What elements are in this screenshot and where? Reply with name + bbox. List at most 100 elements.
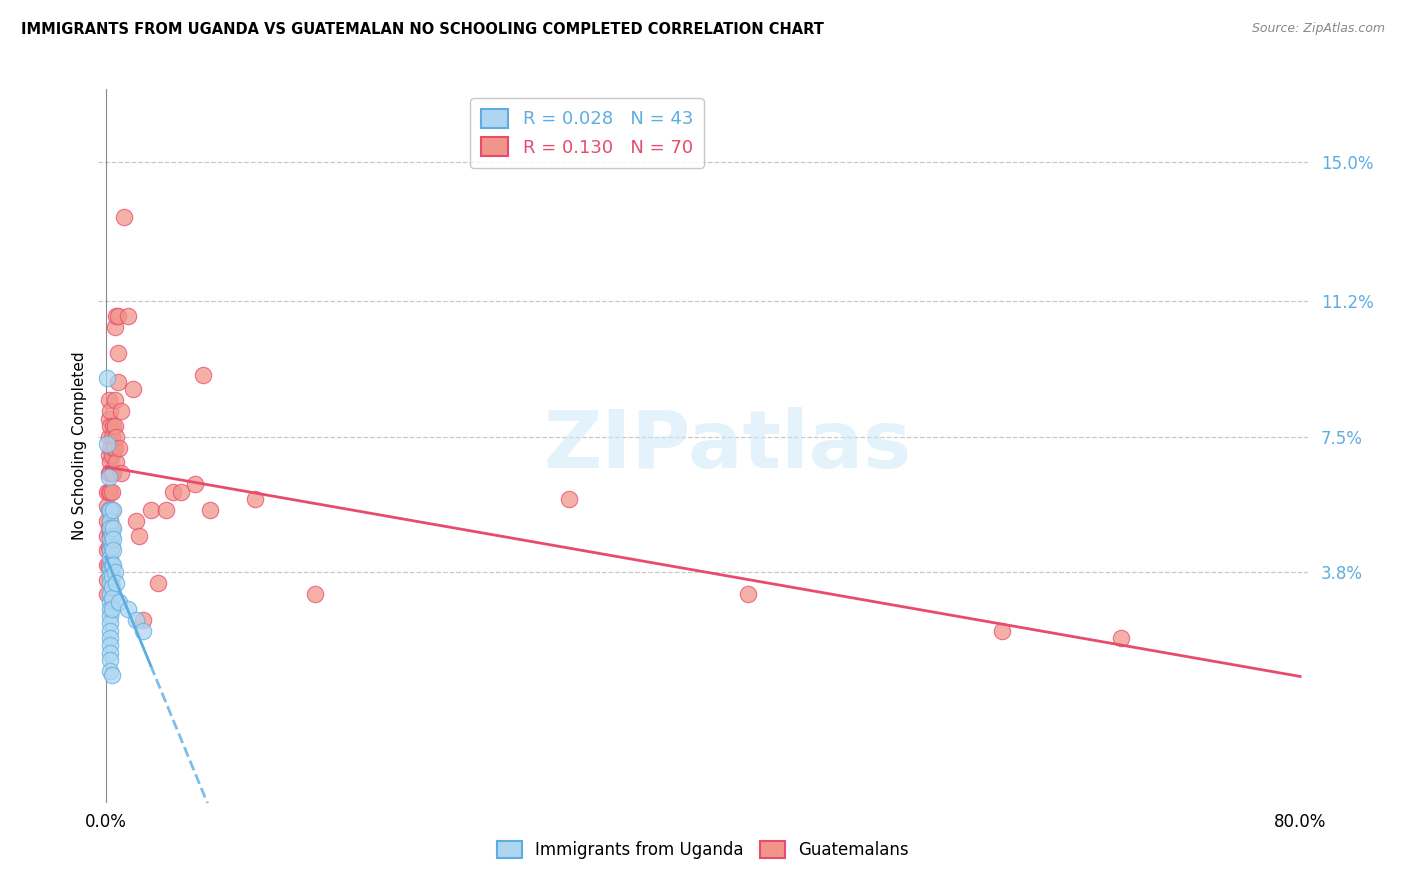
Point bbox=[132, 624, 155, 638]
Point bbox=[304, 587, 326, 601]
Point bbox=[103, 418, 125, 433]
Point bbox=[990, 624, 1012, 638]
Point bbox=[101, 591, 124, 605]
Point bbox=[97, 467, 120, 481]
Point bbox=[98, 576, 121, 591]
Point bbox=[96, 587, 118, 601]
Point bbox=[107, 375, 129, 389]
Point bbox=[96, 437, 118, 451]
Point bbox=[101, 667, 124, 681]
Point bbox=[98, 664, 121, 678]
Point bbox=[97, 470, 120, 484]
Point bbox=[104, 441, 127, 455]
Point bbox=[98, 441, 121, 455]
Point bbox=[98, 418, 121, 433]
Point bbox=[557, 491, 579, 506]
Point bbox=[98, 484, 121, 499]
Point bbox=[98, 503, 121, 517]
Point bbox=[128, 529, 150, 543]
Point bbox=[1109, 631, 1132, 645]
Point bbox=[97, 503, 120, 517]
Point bbox=[104, 320, 127, 334]
Point bbox=[101, 430, 124, 444]
Point bbox=[104, 393, 127, 408]
Point bbox=[125, 613, 148, 627]
Point bbox=[101, 529, 124, 543]
Point bbox=[98, 543, 121, 558]
Point bbox=[97, 393, 120, 408]
Point bbox=[101, 503, 124, 517]
Point bbox=[98, 533, 121, 547]
Point bbox=[101, 569, 124, 583]
Point bbox=[96, 371, 118, 385]
Point bbox=[105, 430, 128, 444]
Point bbox=[98, 455, 121, 469]
Point bbox=[98, 594, 121, 608]
Point bbox=[103, 467, 125, 481]
Point bbox=[97, 448, 120, 462]
Point bbox=[110, 404, 132, 418]
Point bbox=[96, 543, 118, 558]
Point bbox=[98, 624, 121, 638]
Point bbox=[96, 573, 118, 587]
Point bbox=[737, 587, 759, 601]
Text: IMMIGRANTS FROM UGANDA VS GUATEMALAN NO SCHOOLING COMPLETED CORRELATION CHART: IMMIGRANTS FROM UGANDA VS GUATEMALAN NO … bbox=[21, 22, 824, 37]
Point bbox=[112, 211, 135, 225]
Point bbox=[103, 543, 125, 558]
Point bbox=[200, 503, 222, 517]
Point bbox=[98, 521, 121, 535]
Point bbox=[101, 484, 124, 499]
Point bbox=[105, 576, 128, 591]
Point bbox=[98, 543, 121, 558]
Point bbox=[104, 566, 127, 580]
Point bbox=[98, 561, 121, 575]
Point bbox=[101, 580, 124, 594]
Point bbox=[103, 441, 125, 455]
Point bbox=[104, 418, 127, 433]
Point bbox=[110, 467, 132, 481]
Point bbox=[132, 613, 155, 627]
Legend: Immigrants from Uganda, Guatemalans: Immigrants from Uganda, Guatemalans bbox=[491, 834, 915, 866]
Text: ZIPatlas: ZIPatlas bbox=[543, 407, 911, 485]
Point bbox=[98, 550, 121, 565]
Point bbox=[162, 484, 184, 499]
Point bbox=[98, 639, 121, 653]
Point bbox=[98, 467, 121, 481]
Point bbox=[98, 529, 121, 543]
Point bbox=[98, 609, 121, 624]
Point bbox=[96, 514, 118, 528]
Point bbox=[108, 594, 131, 608]
Point bbox=[101, 448, 124, 462]
Point bbox=[97, 484, 120, 499]
Point bbox=[96, 529, 118, 543]
Point bbox=[139, 503, 162, 517]
Point bbox=[107, 345, 129, 359]
Point bbox=[98, 602, 121, 616]
Point bbox=[108, 441, 131, 455]
Point bbox=[98, 646, 121, 660]
Point bbox=[125, 514, 148, 528]
Point bbox=[103, 533, 125, 547]
Point bbox=[98, 569, 121, 583]
Point bbox=[98, 514, 121, 528]
Point bbox=[103, 558, 125, 572]
Point bbox=[105, 309, 128, 323]
Point bbox=[96, 484, 118, 499]
Point bbox=[107, 309, 129, 323]
Point bbox=[101, 540, 124, 554]
Point bbox=[98, 503, 121, 517]
Point bbox=[105, 455, 128, 469]
Point bbox=[98, 404, 121, 418]
Point bbox=[191, 368, 214, 382]
Point bbox=[97, 503, 120, 517]
Point bbox=[97, 411, 120, 425]
Point bbox=[117, 602, 139, 616]
Point bbox=[155, 503, 177, 517]
Point bbox=[184, 477, 207, 491]
Point bbox=[101, 602, 124, 616]
Point bbox=[98, 616, 121, 631]
Point bbox=[97, 540, 120, 554]
Text: Source: ZipAtlas.com: Source: ZipAtlas.com bbox=[1251, 22, 1385, 36]
Point bbox=[96, 558, 118, 572]
Point bbox=[146, 576, 169, 591]
